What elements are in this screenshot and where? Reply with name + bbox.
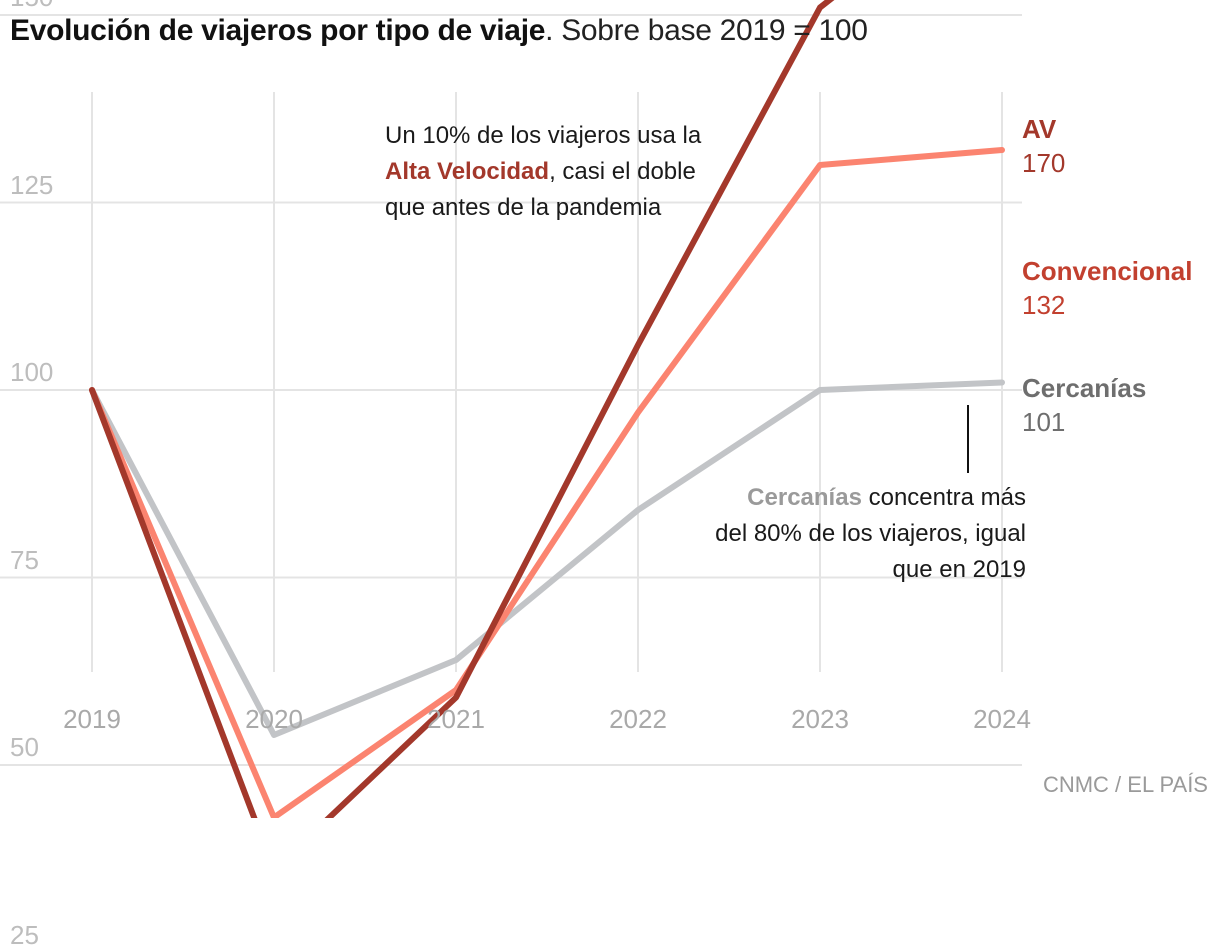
annotation-av-line-1: Un 10% de los viajeros usa la <box>385 122 702 149</box>
chart-title: Evolución de viajeros por tipo de viaje.… <box>10 14 868 48</box>
x-tick-label: 2020 <box>245 704 303 734</box>
y-tick-label: 75 <box>10 544 39 575</box>
series-name-cercanias: Cercanías <box>1022 373 1147 403</box>
annotation-av-line-3: que antes de la pandemia <box>385 194 662 221</box>
y-tick-label: 25 <box>10 919 39 950</box>
x-tick-label: 2019 <box>63 704 121 734</box>
series-line-cercanias <box>89 379 1005 738</box>
y-tick-label: 100 <box>10 357 54 387</box>
x-tick-label: 2021 <box>427 704 485 734</box>
series-lines <box>89 0 1005 818</box>
series-line-convencional <box>89 147 1005 818</box>
annotation-av-line-2: Alta Velocidad, casi el doble <box>385 154 701 190</box>
x-tick-label: 2022 <box>609 704 667 734</box>
chart-title-bold: Evolución de viajeros por tipo de viaje <box>10 14 546 47</box>
y-tick-label: 150 <box>10 0 53 13</box>
series-value-av: 170 <box>1022 148 1066 178</box>
series-value-cercanias: 101 <box>1022 407 1066 437</box>
x-tick-label: 2024 <box>973 704 1031 734</box>
annotation-cercanias-line-3: que en 2019 <box>892 556 1026 583</box>
series-name-convencional: Convencional <box>1022 256 1193 286</box>
annotation-cercanias-line-1-rest: concentra más <box>861 484 1026 511</box>
vertical-gridlines <box>91 92 1003 672</box>
series-name-av: AV <box>1022 114 1057 144</box>
y-tick-label: 50 <box>10 732 39 762</box>
y-tick-label: 125 <box>10 169 54 200</box>
series-line-av <box>89 0 835 818</box>
x-tick-label: 2023 <box>791 704 849 734</box>
annotation-cercanias-line-2: del 80% de los viajeros, igual <box>715 520 1026 547</box>
chart-subtitle: . Sobre base 2019 = 100 <box>545 14 868 47</box>
annotation-cercanias: Cercanías concentra más del 80% de los v… <box>715 480 1026 588</box>
line-chart <box>0 0 1022 818</box>
annotation-av: Un 10% de los viajeros usa la Alta Veloc… <box>385 118 701 226</box>
annotation-cercanias-line-1: Cercanías concentra más <box>715 480 1026 516</box>
series-value-convencional: 132 <box>1022 290 1066 320</box>
annotation-av-line-2-rest: , casi el doble <box>549 158 696 185</box>
annotation-cercanias-highlight: Cercanías <box>747 484 862 511</box>
annotation-leaders <box>967 405 969 473</box>
annotation-av-highlight: Alta Velocidad <box>385 158 550 185</box>
source-credit: CNMC / EL PAÍS <box>1042 772 1208 797</box>
